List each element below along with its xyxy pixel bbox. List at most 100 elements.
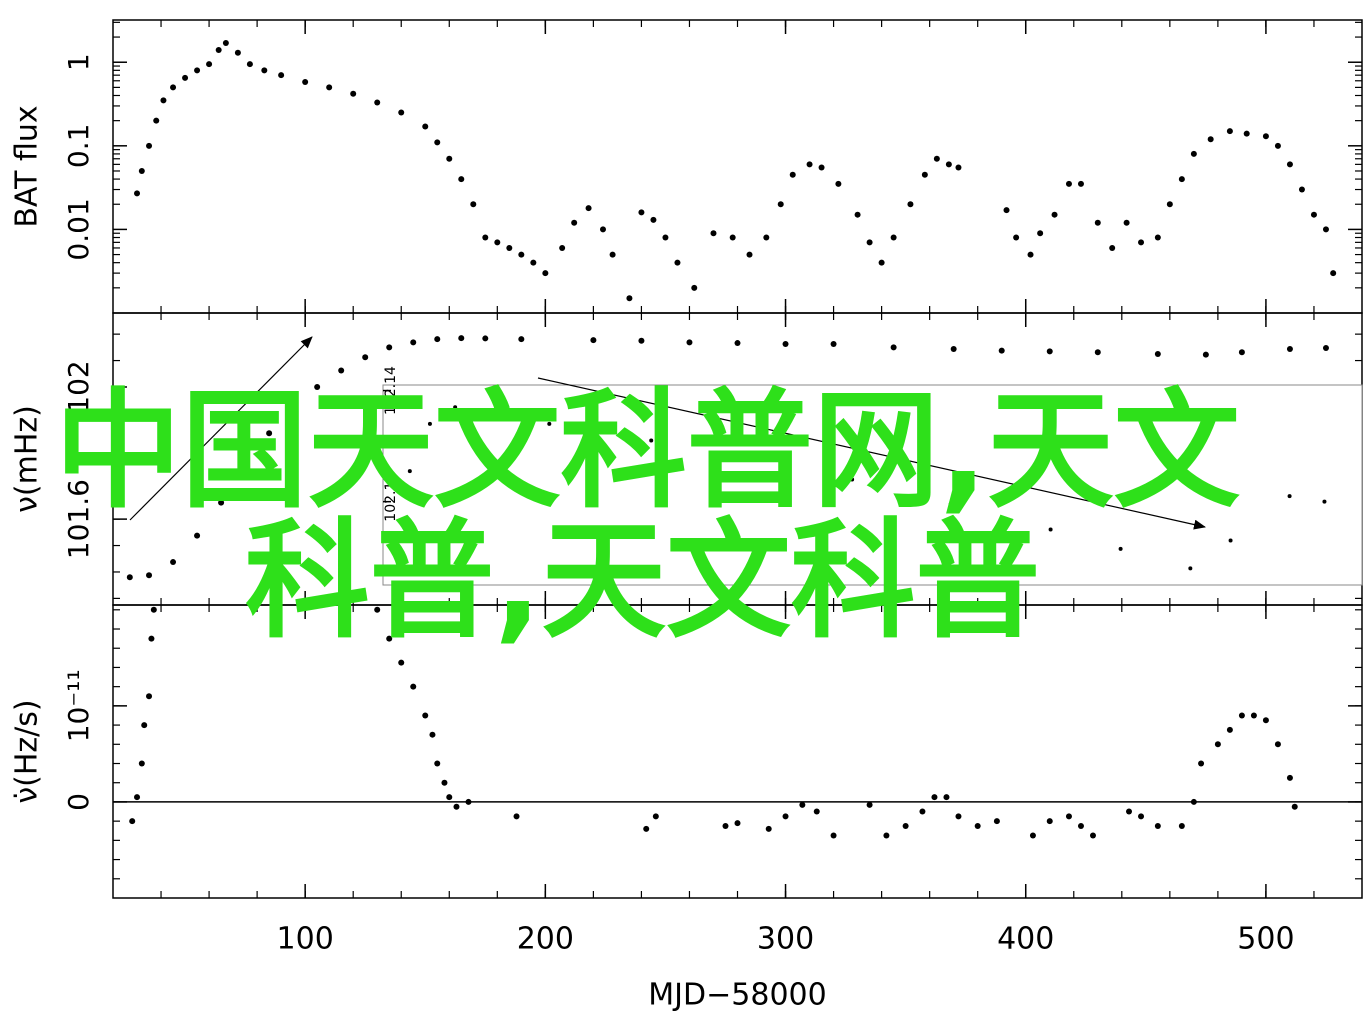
- data-point: [470, 201, 477, 208]
- y-axis-label: BAT flux: [10, 105, 45, 227]
- data-point: [530, 259, 537, 266]
- data-point: [506, 244, 513, 251]
- data-point: [326, 84, 333, 91]
- inset: 102.1 102.14: [382, 366, 1363, 586]
- data-point: [1262, 133, 1269, 140]
- data-point: [1118, 546, 1123, 551]
- data-point: [652, 813, 659, 820]
- data-point: [146, 572, 153, 579]
- data-point: [1274, 142, 1281, 149]
- data-point: [998, 347, 1005, 354]
- data-point: [993, 818, 1000, 825]
- watermark-text: 科普,天文科普: [245, 507, 1040, 656]
- data-point: [138, 167, 145, 174]
- data-point: [129, 818, 136, 825]
- data-point: [218, 499, 225, 506]
- data-point: [1154, 350, 1161, 357]
- data-point: [1207, 136, 1214, 143]
- data-point: [386, 635, 393, 642]
- data-point: [1286, 161, 1293, 168]
- data-point: [1154, 234, 1161, 241]
- data-point: [126, 574, 133, 581]
- data-point: [1238, 349, 1245, 356]
- data-point: [134, 794, 141, 801]
- data-point: [854, 211, 861, 218]
- data-point: [1238, 712, 1245, 719]
- data-point: [482, 234, 489, 241]
- panel-frame: [112, 19, 1363, 314]
- data-point: [950, 346, 957, 353]
- data-point: [662, 234, 669, 241]
- y-tick-label: 102: [62, 360, 95, 413]
- data-point: [1046, 818, 1053, 825]
- data-point: [434, 336, 441, 343]
- data-point: [302, 79, 309, 86]
- y-tick-label: 102.14: [383, 366, 399, 415]
- data-point: [446, 155, 453, 162]
- data-point: [850, 477, 855, 482]
- data-point: [1003, 207, 1010, 214]
- data-point: [1138, 813, 1145, 820]
- data-point: [290, 403, 297, 410]
- data-point: [789, 171, 796, 178]
- data-point: [1065, 180, 1072, 187]
- data-point: [866, 801, 873, 808]
- data-point: [422, 712, 429, 719]
- data-point: [350, 90, 357, 97]
- data-point: [146, 142, 153, 149]
- data-point: [1291, 803, 1298, 810]
- data-point: [458, 335, 465, 342]
- arrow: [129, 336, 313, 521]
- data-point: [1065, 813, 1072, 820]
- data-point: [1077, 822, 1084, 829]
- data-point: [1322, 226, 1329, 233]
- data-point: [1048, 527, 1053, 532]
- panel: 0 10⁻¹¹ 100 200 300 400 500 ν̇(Hz/s) MJD−58000: [10, 604, 1363, 1013]
- y-tick-label: 1: [62, 53, 95, 71]
- data-point: [571, 219, 578, 226]
- panel: 0.01 0.1 1 BAT flux: [10, 19, 1363, 314]
- data-point: [974, 822, 981, 829]
- data-point: [643, 825, 650, 832]
- y-axis-label: ν(mHz): [10, 405, 45, 513]
- data-point: [362, 354, 369, 361]
- data-point: [955, 164, 962, 171]
- data-point: [1154, 822, 1161, 829]
- data-point: [1126, 808, 1133, 815]
- y-tick-label: 0: [62, 793, 95, 811]
- data-point: [1046, 348, 1053, 355]
- data-point: [134, 190, 141, 197]
- data-point: [674, 259, 681, 266]
- data-point: [1274, 741, 1281, 748]
- data-point: [748, 458, 753, 462]
- data-point: [638, 337, 645, 344]
- data-point: [609, 251, 616, 258]
- data-point: [948, 502, 953, 507]
- data-point: [434, 760, 441, 767]
- data-point: [170, 84, 177, 91]
- data-point: [585, 205, 592, 212]
- data-point: [386, 344, 393, 351]
- data-point: [146, 693, 153, 700]
- x-axis-label: MJD−58000: [648, 978, 826, 1013]
- data-point: [1250, 712, 1257, 719]
- data-point: [194, 67, 201, 74]
- data-point: [722, 822, 729, 829]
- data-point: [141, 722, 148, 729]
- data-point: [150, 606, 157, 613]
- data-point: [710, 230, 717, 237]
- data-point: [542, 270, 549, 277]
- data-point: [234, 49, 241, 56]
- data-point: [933, 155, 940, 162]
- data-point: [890, 344, 897, 351]
- data-point: [1094, 349, 1101, 356]
- data-point: [902, 822, 909, 829]
- x-tick-label: 300: [757, 922, 814, 957]
- data-point: [1322, 499, 1327, 504]
- data-point: [763, 234, 770, 241]
- data-point: [1226, 726, 1233, 733]
- x-tick-label: 200: [517, 922, 574, 957]
- data-point: [170, 559, 177, 566]
- data-point: [878, 259, 885, 266]
- data-point: [427, 421, 432, 426]
